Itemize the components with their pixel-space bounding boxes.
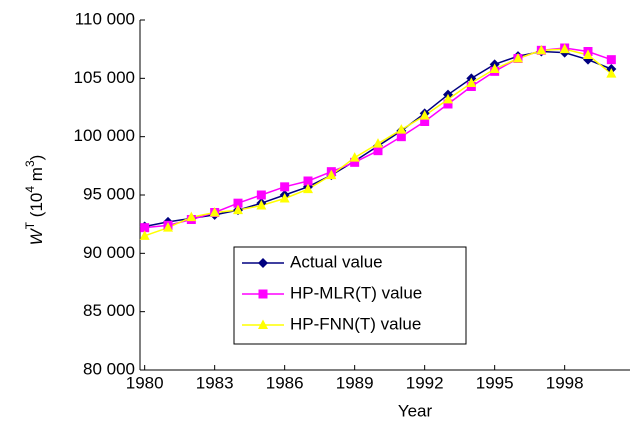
marker: [373, 146, 383, 156]
y-tick-label: 90 000: [83, 243, 135, 262]
marker: [326, 169, 337, 180]
marker: [513, 53, 523, 63]
marker: [303, 183, 313, 194]
y-tick-label: 80 000: [83, 359, 135, 378]
marker: [303, 176, 313, 186]
marker: [606, 68, 617, 78]
marker: [163, 222, 173, 232]
legend-marker: [258, 258, 268, 268]
legend-marker: [258, 289, 268, 299]
marker: [140, 223, 150, 233]
y-label-unit: m: [27, 167, 46, 186]
legend-label: HP-FNN(T) value: [290, 314, 421, 333]
y-tick-label: 110 000: [75, 9, 135, 28]
marker: [420, 117, 430, 126]
series-line: [144, 47, 612, 229]
x-tick-label: 1992: [406, 373, 444, 392]
marker: [209, 207, 220, 217]
marker: [233, 204, 243, 215]
y-tick-label: 85 000: [83, 301, 135, 320]
marker: [280, 182, 290, 192]
marker: [419, 110, 430, 120]
x-tick-label: 1986: [266, 373, 304, 392]
y-label-sup: 4: [23, 186, 37, 193]
y-tick-label: 100 000: [74, 126, 135, 145]
marker: [350, 157, 360, 167]
marker: [256, 190, 266, 200]
x-tick-label: 1998: [546, 373, 584, 392]
y-label-sup: 3: [23, 160, 37, 167]
y-label-unit: ): [27, 155, 46, 161]
marker: [536, 44, 547, 55]
marker: [583, 49, 593, 59]
legend-marker: [258, 319, 268, 329]
marker: [443, 93, 453, 104]
marker: [186, 211, 197, 222]
x-tick-label: 1980: [126, 373, 164, 392]
marker: [396, 132, 406, 142]
x-tick-label: 1989: [336, 373, 374, 392]
y-axis-label: WT (104 m3): [23, 155, 46, 246]
marker: [373, 138, 383, 148]
marker: [233, 198, 243, 208]
marker: [443, 99, 453, 109]
marker: [279, 193, 290, 203]
marker: [606, 55, 616, 65]
y-label-sup: T: [23, 221, 37, 229]
marker: [349, 152, 360, 162]
marker: [396, 124, 407, 134]
x-tick-label: 1995: [476, 373, 514, 392]
legend-label: Actual value: [290, 252, 383, 271]
y-tick-label: 105 000: [74, 68, 135, 87]
x-tick-label: 1983: [196, 373, 234, 392]
y-label-unit: (10: [27, 193, 46, 222]
marker: [466, 77, 477, 87]
marker: [489, 63, 500, 73]
marker: [139, 230, 150, 240]
legend-label: HP-MLR(T) value: [290, 283, 422, 302]
marker: [559, 43, 570, 54]
y-label-base: W: [27, 227, 46, 245]
y-tick-label: 95 000: [83, 184, 135, 203]
marker: [256, 200, 267, 210]
x-axis-label: Year: [398, 401, 433, 420]
